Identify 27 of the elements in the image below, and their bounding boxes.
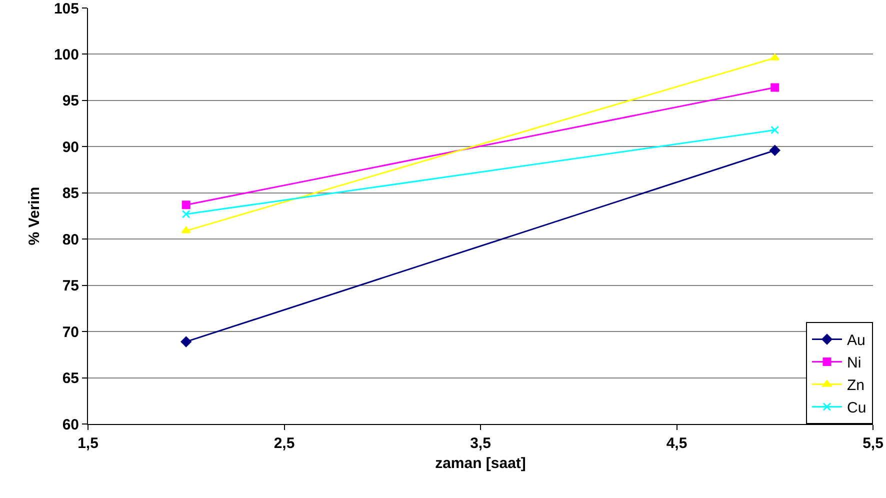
y-tick-label: 80: [62, 231, 79, 248]
x-tick-label: 2,5: [274, 435, 295, 452]
y-tick-label: 60: [62, 416, 79, 434]
point: [770, 83, 780, 92]
x-axis-title: zaman [saat]: [435, 455, 526, 472]
x-tick-label: 4,5: [666, 435, 688, 452]
point: [182, 200, 190, 210]
x-tick-label: 5,5: [862, 435, 884, 452]
y-tick-label: 75: [62, 278, 79, 295]
legend-label: Cu: [847, 400, 866, 417]
point: [770, 126, 780, 134]
point: [770, 145, 780, 156]
point: [182, 210, 190, 218]
y-tick-label: 100: [54, 46, 79, 64]
y-tick-label: 70: [62, 324, 79, 341]
y-axis-title: % Verim: [26, 186, 44, 246]
x-tick-label: 3,5: [470, 435, 491, 452]
y-tick-label: 90: [62, 138, 79, 156]
x-tick-label: 1,5: [78, 435, 98, 452]
legend-label: Ni: [847, 354, 862, 372]
y-tick-label: 65: [62, 370, 79, 388]
legend-label: Zn: [847, 377, 865, 394]
y-tick-label: 95: [62, 92, 79, 110]
legend-label: Au: [847, 332, 866, 350]
y-tick-label: 105: [54, 0, 79, 18]
y-tick-label: 85: [62, 185, 79, 202]
point: [180, 336, 192, 348]
